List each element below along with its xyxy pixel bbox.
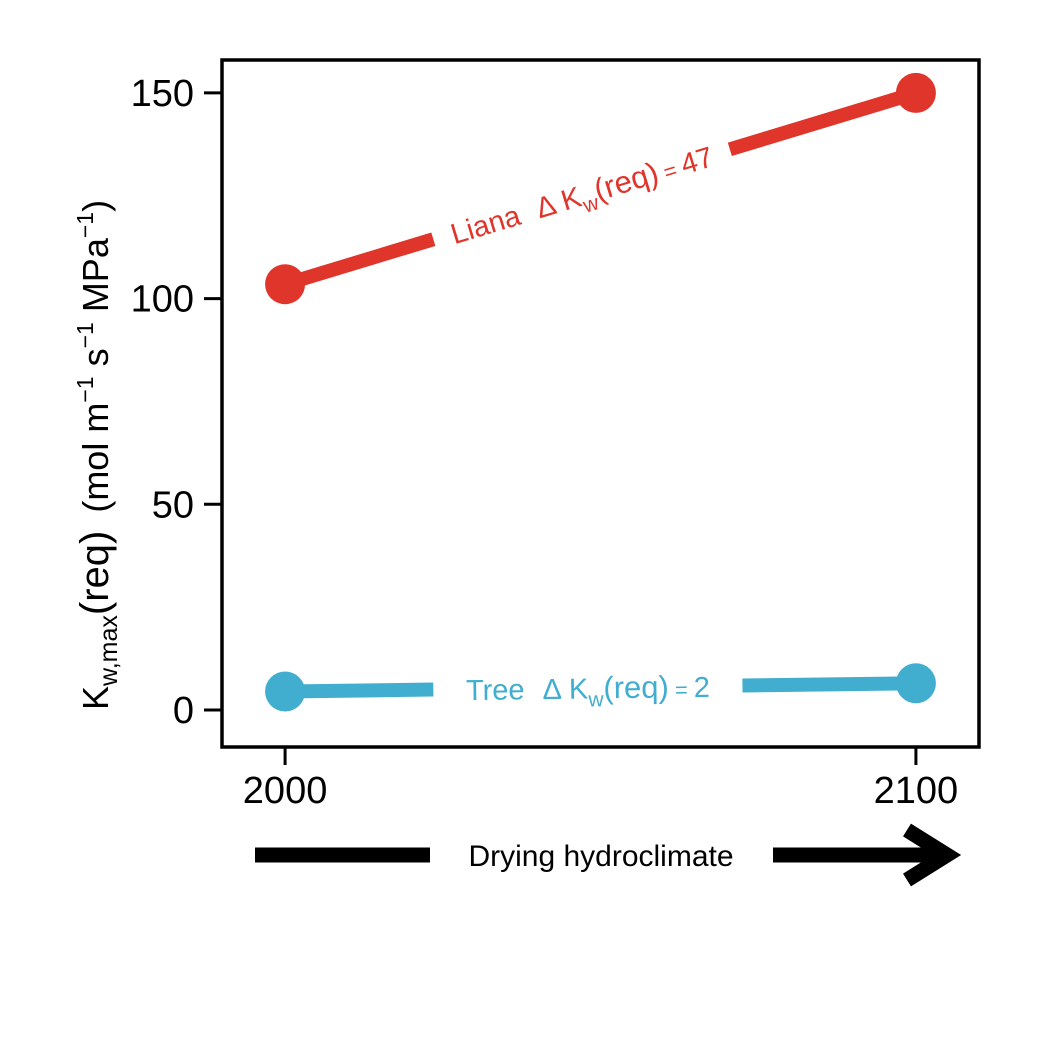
data-point-tree <box>265 671 306 712</box>
series-liana: Liana ΔKw(req)=47 <box>265 72 936 305</box>
y-tick-label: 0 <box>173 690 194 732</box>
series-label-name: Tree <box>466 674 525 707</box>
series-tree: Tree Δ Kw(req) = 2 <box>265 663 936 713</box>
y-tick-label: 50 <box>152 484 194 526</box>
x-axis: 2000 2100 <box>243 747 958 812</box>
series-line-liana <box>727 86 918 157</box>
drying-arrow: Drying hydroclimate <box>255 823 962 887</box>
y-tick-label: 100 <box>131 279 194 321</box>
series-line-tree <box>742 676 917 693</box>
arrow-label: Drying hydroclimate <box>468 840 733 873</box>
series-label-value: 2 <box>694 672 711 704</box>
y-axis-label: Kw,max(req)(mol m−1 s−1 MPa−1) <box>72 200 123 710</box>
y-axis: 0 50 100 150 <box>131 73 222 732</box>
arrow-head <box>903 823 962 887</box>
data-point-tree <box>895 663 936 704</box>
series-label-expr: (req) <box>603 669 669 705</box>
series-label-sub: w <box>579 191 602 218</box>
x-tick-label: 2000 <box>243 770 328 812</box>
series-line-liana <box>283 232 436 291</box>
data-point-liana <box>265 264 306 305</box>
plot-frame <box>220 58 981 749</box>
series-label-delta: Δ <box>542 674 562 706</box>
y-tick-label: 150 <box>131 73 194 115</box>
series-label-liana: Liana ΔKw(req)=47 <box>446 138 719 256</box>
series-label-eq: = <box>675 677 688 702</box>
data-point-liana <box>895 72 936 113</box>
series-label-k: K <box>569 674 589 706</box>
series-label-tree: Tree Δ Kw(req) = 2 <box>466 669 710 713</box>
series-label-sub: w <box>587 688 604 711</box>
series-line-tree <box>284 682 434 699</box>
x-tick-label: 2100 <box>874 770 959 812</box>
